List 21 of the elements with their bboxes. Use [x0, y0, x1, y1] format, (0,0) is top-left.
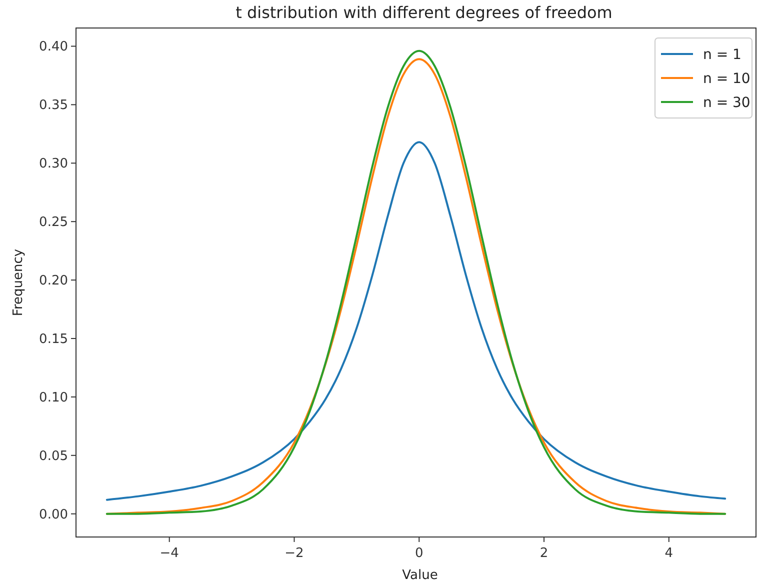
y-tick-label: 0.30	[39, 156, 68, 172]
y-tick-label: 0.10	[39, 390, 68, 406]
x-tick-label: 4	[664, 546, 674, 561]
x-tick-label: 2	[540, 546, 548, 561]
y-tick-label: 0.20	[39, 274, 68, 289]
y-tick-label: 0.40	[39, 40, 68, 55]
y-tick-label: 0.25	[39, 215, 68, 230]
x-tick-label: 0	[414, 546, 424, 561]
y-axis-title: Frequency	[11, 248, 26, 316]
legend-label: n = 1	[703, 47, 742, 63]
y-tick-label: 0.00	[39, 507, 68, 522]
y-tick-label: 0.35	[39, 98, 68, 114]
line-series	[106, 141, 726, 501]
legend-label: n = 10	[703, 71, 750, 87]
x-axis-title: Value	[402, 568, 438, 583]
x-tick-label: −4	[160, 546, 179, 561]
legend-label: n = 30	[703, 95, 750, 111]
y-tick-label: 0.15	[39, 332, 68, 347]
x-tick-label: −2	[284, 546, 304, 561]
chart-title: t distribution with different degrees of freedom	[236, 3, 612, 22]
y-tick-label: 0.05	[39, 448, 68, 464]
